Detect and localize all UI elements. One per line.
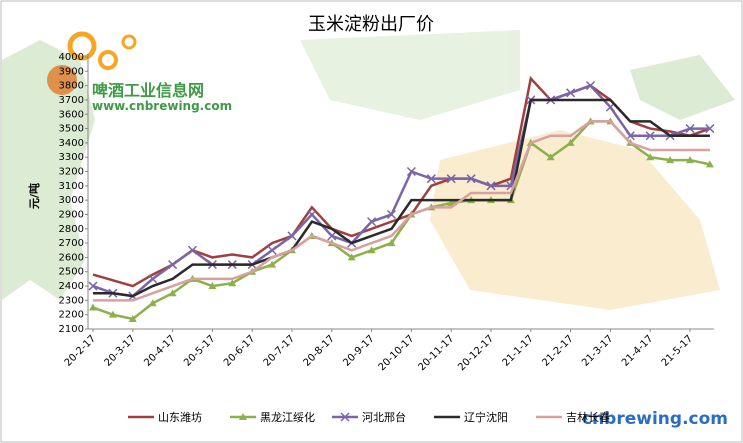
marker	[585, 81, 596, 91]
marker	[347, 253, 356, 261]
marker	[340, 412, 350, 422]
y-tick-label: 3200	[59, 167, 84, 178]
series	[93, 120, 710, 302]
legend-label: 辽宁沈阳	[464, 410, 508, 424]
marker	[466, 174, 476, 184]
marker	[685, 124, 695, 134]
y-tick-label: 2200	[59, 310, 84, 321]
marker	[187, 245, 198, 255]
marker	[168, 260, 178, 270]
marker	[367, 217, 377, 227]
y-tick-label: 3400	[59, 138, 84, 149]
y-tick-label: 3600	[59, 109, 84, 120]
marker	[566, 138, 575, 146]
watermark-site: 啤酒工业信息网	[92, 81, 204, 100]
y-tick-label: 3300	[59, 152, 84, 163]
marker	[566, 88, 576, 98]
marker	[546, 153, 555, 161]
marker	[287, 231, 297, 241]
marker	[705, 160, 714, 168]
series	[93, 98, 710, 298]
y-tick-label: 3500	[59, 124, 84, 135]
marker	[89, 303, 97, 311]
legend-label: 黑龙江绥化	[260, 410, 315, 424]
marker	[446, 174, 456, 184]
y-tick-label: 2400	[59, 281, 84, 292]
chart-title: 玉米淀粉出厂价	[308, 14, 434, 35]
marker	[88, 281, 98, 291]
marker	[327, 231, 337, 241]
marker	[386, 209, 397, 220]
series	[88, 81, 715, 301]
watermark-logo	[47, 31, 137, 95]
legend-label: 吉林长春	[566, 410, 610, 424]
y-tick-label: 2700	[59, 238, 84, 249]
marker	[108, 310, 117, 318]
marker	[486, 181, 496, 191]
marker	[367, 246, 376, 254]
y-tick-label: 2100	[59, 324, 84, 335]
y-tick-label: 3800	[59, 81, 84, 92]
y-tick-label: 2800	[59, 224, 84, 235]
marker	[168, 289, 177, 297]
marker	[426, 174, 436, 184]
background-map	[2, 30, 735, 310]
y-tick-label: 3900	[59, 66, 84, 77]
marker	[267, 245, 277, 255]
marker	[307, 209, 317, 220]
y-tick-label: 2600	[59, 252, 84, 263]
marker	[666, 156, 675, 164]
marker	[387, 239, 396, 247]
legend-label: 河北邢台	[362, 410, 406, 424]
y-tick-label: 3700	[59, 95, 84, 106]
y-tick-label: 3100	[59, 181, 84, 192]
marker	[646, 153, 655, 161]
marker	[208, 282, 217, 290]
y-tick-label: 4000	[59, 52, 84, 63]
marker	[447, 199, 456, 207]
marker	[148, 299, 157, 307]
y-tick-label: 2900	[59, 209, 84, 220]
y-axis-label: 元/吨	[27, 183, 41, 209]
line	[93, 120, 710, 302]
y-tick-label: 2300	[59, 295, 84, 306]
marker	[128, 314, 137, 322]
watermark-url: www.cnbrewing.com	[92, 99, 232, 113]
marker	[645, 131, 655, 141]
line	[93, 98, 710, 298]
watermark-corner: cnbrewing.com	[582, 409, 728, 429]
marker	[705, 124, 715, 134]
y-tick-label: 2500	[59, 267, 84, 278]
y-tick-label: 3000	[59, 195, 84, 206]
marker	[239, 413, 247, 420]
marker	[406, 166, 416, 177]
marker	[268, 260, 277, 268]
marker	[148, 274, 158, 284]
marker	[686, 156, 694, 164]
marker	[228, 279, 237, 287]
legend-label: 山东潍坊	[158, 410, 202, 424]
